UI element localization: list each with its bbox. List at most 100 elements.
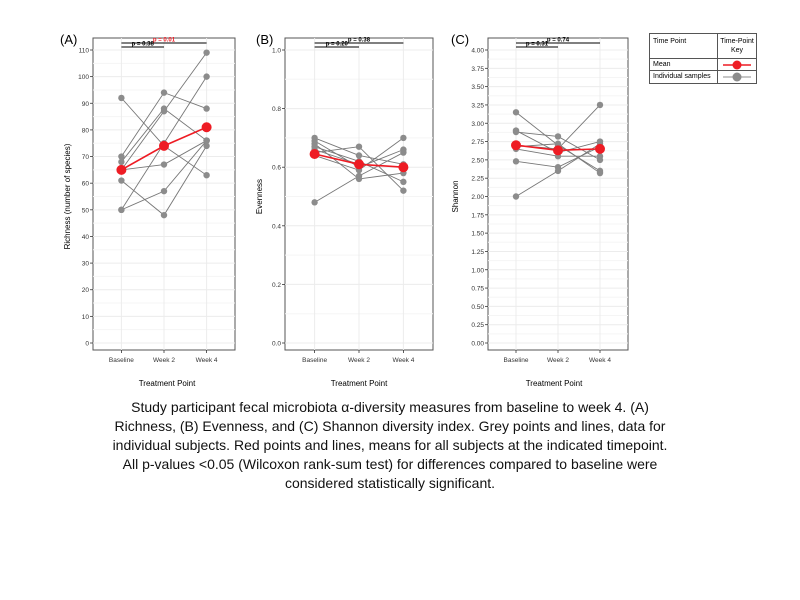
individual-point <box>596 153 604 160</box>
individual-point <box>118 206 125 214</box>
pvalue-label: p = 0.74 <box>547 38 570 44</box>
y-tick-label: 2.50 <box>471 157 484 164</box>
mean-point <box>201 122 212 133</box>
y-tick-label: 0.0 <box>272 341 281 348</box>
y-tick-label: 0.00 <box>471 341 484 348</box>
individual-point <box>118 94 125 102</box>
y-tick-label: 50 <box>82 207 90 214</box>
individual-point <box>596 101 604 109</box>
y-tick-label: 100 <box>78 74 89 81</box>
x-axis-label: Treatment Point <box>526 379 583 388</box>
individual-point <box>355 152 363 159</box>
mean-point <box>553 145 563 156</box>
individual-point <box>554 133 562 140</box>
pvalue-label: p = 0.20 <box>326 42 349 48</box>
legend-swatch-mean <box>723 60 751 70</box>
y-axis-label: Shannon <box>451 180 460 212</box>
individual-point <box>203 105 210 112</box>
y-tick-label: 2.00 <box>471 194 484 201</box>
mean-point <box>595 143 605 154</box>
individual-point <box>203 171 210 179</box>
figure-caption: Study participant fecal microbiota α-div… <box>112 399 668 491</box>
individual-point <box>400 134 407 142</box>
x-tick-label: Week 2 <box>547 357 569 364</box>
legend-row-mean: Mean <box>653 61 671 68</box>
legend-swatch-individual <box>723 72 751 82</box>
x-tick-label: Baseline <box>302 357 327 364</box>
individual-point <box>160 187 168 195</box>
x-tick-label: Week 4 <box>392 357 414 364</box>
pvalue-label: p = 0.31 <box>526 42 549 48</box>
individual-point <box>400 178 407 186</box>
individual-point <box>596 169 604 177</box>
legend: Time Point Time-Point Key Mean Individua… <box>649 33 757 84</box>
individual-point <box>203 73 210 80</box>
panel-label: (C) <box>451 32 469 47</box>
y-tick-label: 0.6 <box>272 165 281 172</box>
individual-point <box>355 143 363 150</box>
legend-header-left: Time Point <box>653 38 687 45</box>
y-tick-label: 0 <box>85 341 89 348</box>
legend-header <box>650 34 756 59</box>
individual-point <box>311 199 318 206</box>
pvalue-label: p = 0.01 <box>153 38 176 44</box>
x-tick-label: Week 2 <box>348 357 370 364</box>
y-tick-label: 0.8 <box>272 106 281 113</box>
y-tick-label: 3.00 <box>471 121 484 128</box>
y-tick-label: 1.25 <box>471 249 484 256</box>
individual-point <box>400 149 407 156</box>
y-tick-label: 2.75 <box>471 139 484 146</box>
y-tick-label: 3.75 <box>471 66 484 73</box>
x-tick-label: Baseline <box>109 357 134 364</box>
panel-label: (B) <box>256 32 273 47</box>
y-tick-label: 40 <box>82 234 90 241</box>
x-tick-label: Week 2 <box>153 357 175 364</box>
individual-point <box>160 108 168 115</box>
y-tick-label: 10 <box>82 314 90 321</box>
y-tick-label: 20 <box>82 287 90 294</box>
y-axis-label: Richness (number of species) <box>63 143 72 249</box>
panel-label: (A) <box>60 32 77 47</box>
x-axis-label: Treatment Point <box>139 379 196 388</box>
y-tick-label: 0.75 <box>471 286 484 293</box>
y-tick-label: 4.00 <box>471 48 484 55</box>
y-tick-label: 60 <box>82 181 90 188</box>
individual-point <box>400 187 407 194</box>
pvalue-label: p = 0.38 <box>132 42 155 48</box>
individual-point <box>554 140 562 147</box>
individual-point <box>118 158 125 166</box>
mean-point <box>159 140 169 151</box>
y-tick-label: 3.50 <box>471 84 484 91</box>
individual-point <box>118 177 125 184</box>
individual-point <box>160 211 168 219</box>
y-tick-label: 90 <box>82 101 90 108</box>
legend-header-right: Time-Point Key <box>720 38 754 54</box>
individual-point <box>203 49 210 56</box>
x-tick-label: Week 4 <box>196 357 218 364</box>
mean-point <box>398 162 409 173</box>
y-tick-label: 1.0 <box>272 48 281 55</box>
individual-point <box>512 158 520 165</box>
mean-point <box>354 159 364 170</box>
y-tick-label: 2.25 <box>471 176 484 183</box>
individual-point <box>355 172 363 180</box>
individual-point <box>512 128 520 136</box>
mean-point <box>309 149 320 160</box>
individual-point <box>160 89 168 96</box>
individual-point <box>203 142 210 150</box>
individual-point <box>118 153 125 160</box>
individual-point <box>160 161 168 168</box>
x-tick-label: Baseline <box>504 357 529 364</box>
y-tick-label: 80 <box>82 127 90 134</box>
y-axis-label: Evenness <box>255 179 264 214</box>
individual-point <box>203 137 210 144</box>
y-tick-label: 3.25 <box>471 102 484 109</box>
y-tick-label: 0.25 <box>471 322 484 329</box>
y-tick-label: 1.00 <box>471 267 484 274</box>
x-axis-label: Treatment Point <box>331 379 388 388</box>
y-tick-label: 1.75 <box>471 212 484 219</box>
mean-point <box>116 164 127 175</box>
y-tick-label: 0.50 <box>471 304 484 311</box>
legend-row-individual: Individual samples <box>653 73 711 80</box>
